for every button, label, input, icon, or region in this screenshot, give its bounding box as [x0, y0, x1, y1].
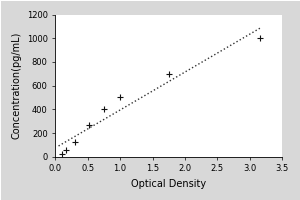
- Point: [101, 108, 106, 111]
- X-axis label: Optical Density: Optical Density: [131, 179, 206, 189]
- Point: [72, 141, 77, 144]
- Point: [87, 123, 92, 126]
- Y-axis label: Concentration(pg/mL): Concentration(pg/mL): [11, 32, 21, 139]
- Point: [257, 37, 262, 40]
- Point: [167, 72, 171, 75]
- Point: [59, 152, 64, 155]
- Point: [64, 148, 69, 151]
- Point: [118, 96, 123, 99]
